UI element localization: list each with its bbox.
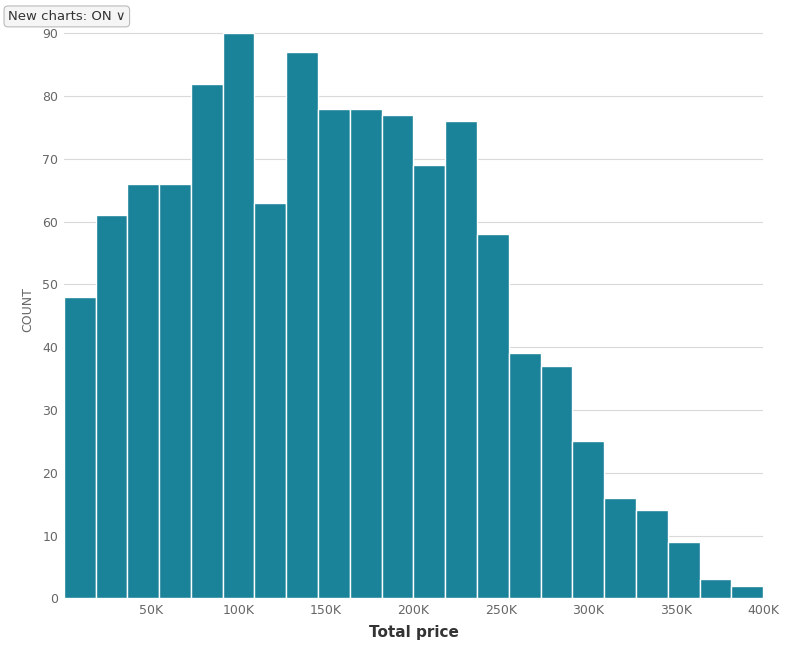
- Bar: [64, 297, 95, 598]
- Bar: [95, 215, 127, 598]
- Bar: [731, 586, 763, 598]
- Bar: [318, 108, 350, 598]
- Bar: [414, 165, 446, 598]
- Bar: [668, 542, 699, 598]
- Bar: [222, 34, 254, 598]
- Bar: [446, 121, 477, 598]
- Bar: [636, 510, 668, 598]
- Y-axis label: COUNT: COUNT: [21, 287, 34, 332]
- Bar: [191, 83, 222, 598]
- Bar: [573, 442, 604, 598]
- Bar: [541, 366, 573, 598]
- Bar: [254, 203, 286, 598]
- Text: New charts: ON ∨: New charts: ON ∨: [8, 10, 126, 23]
- Bar: [350, 108, 382, 598]
- X-axis label: Total price: Total price: [369, 625, 458, 640]
- Bar: [159, 184, 191, 598]
- Bar: [509, 354, 541, 598]
- Bar: [699, 580, 731, 598]
- Bar: [477, 234, 509, 598]
- Bar: [382, 115, 414, 598]
- Bar: [127, 184, 159, 598]
- Bar: [286, 52, 318, 598]
- Bar: [604, 498, 636, 598]
